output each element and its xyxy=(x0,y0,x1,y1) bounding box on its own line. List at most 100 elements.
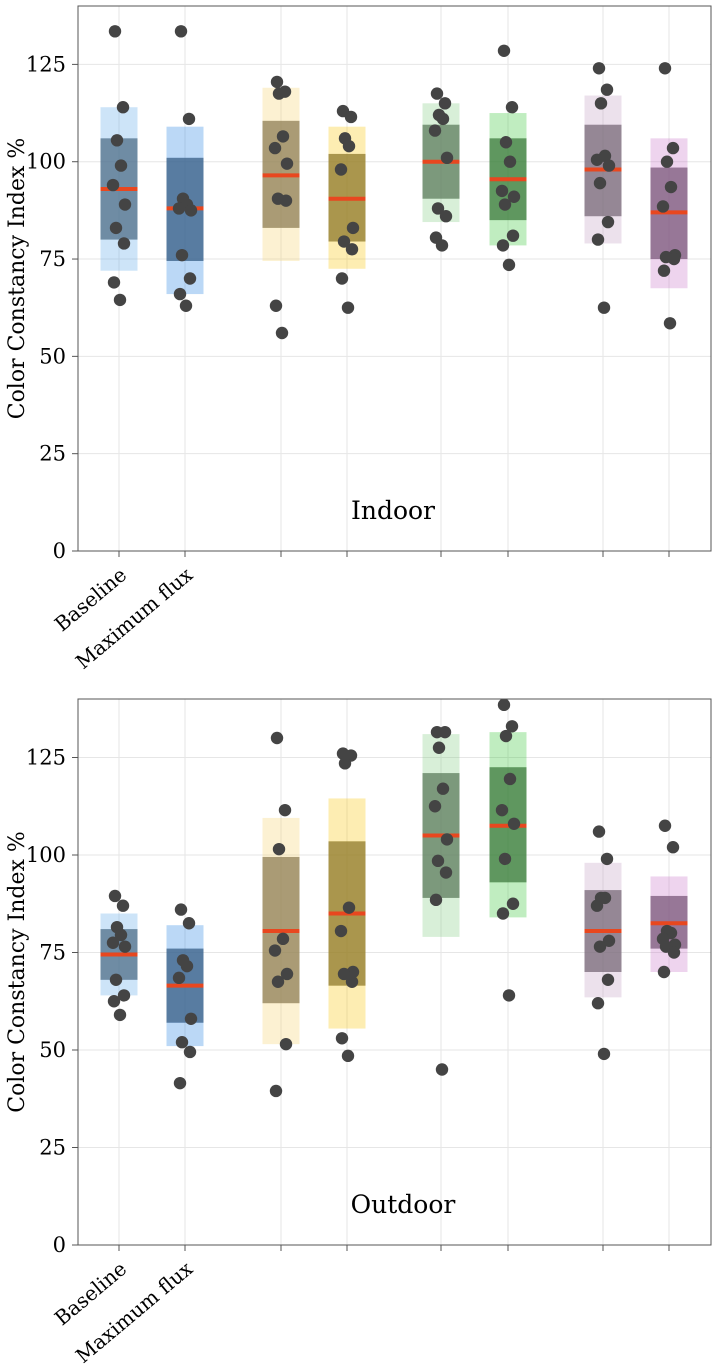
axes-frame xyxy=(77,698,712,1246)
data-point xyxy=(108,889,122,903)
data-point xyxy=(342,901,356,914)
data-point xyxy=(439,210,453,223)
data-point xyxy=(106,178,120,192)
data-point xyxy=(431,202,445,215)
data-point xyxy=(344,110,358,124)
box-group-2 xyxy=(166,25,204,312)
data-point xyxy=(597,1047,611,1061)
data-point xyxy=(601,215,615,229)
data-point xyxy=(667,252,681,266)
data-point xyxy=(496,239,510,252)
data-point xyxy=(184,204,198,217)
data-point xyxy=(270,731,284,745)
box-group-2 xyxy=(166,903,204,1090)
data-point xyxy=(438,725,452,739)
data-point xyxy=(268,141,282,155)
data-point xyxy=(337,235,351,248)
data-point xyxy=(600,83,614,96)
data-point xyxy=(502,258,516,272)
data-point xyxy=(507,190,521,203)
data-point xyxy=(666,841,680,854)
data-point xyxy=(657,965,671,979)
data-point xyxy=(108,25,122,38)
box-group-3 xyxy=(262,731,300,1098)
data-point xyxy=(107,276,121,289)
box-group-7 xyxy=(584,62,622,314)
data-point xyxy=(174,25,188,38)
data-point xyxy=(436,782,450,795)
box-group-8 xyxy=(650,819,688,979)
data-point xyxy=(334,163,348,176)
data-point xyxy=(507,817,521,830)
data-point xyxy=(591,233,605,246)
data-point xyxy=(114,159,128,172)
data-point xyxy=(109,221,123,235)
data-point xyxy=(496,907,510,920)
data-point xyxy=(495,803,509,817)
y-tick-label: 0 xyxy=(53,539,66,563)
y-axis-label: Color Constancy Index % xyxy=(5,831,30,1113)
data-point xyxy=(505,720,519,733)
data-point xyxy=(664,180,678,194)
data-point xyxy=(503,155,517,168)
data-point xyxy=(439,866,453,879)
data-point xyxy=(431,854,445,868)
y-tick-label: 50 xyxy=(39,1038,66,1062)
data-point xyxy=(602,159,616,172)
data-point xyxy=(495,184,509,198)
box-group-4 xyxy=(328,747,366,1063)
y-tick-label: 25 xyxy=(39,1136,66,1160)
data-point xyxy=(506,229,520,242)
data-point xyxy=(272,842,286,856)
y-tick-label: 25 xyxy=(39,442,66,466)
data-point xyxy=(656,200,670,213)
x-tick-label: Maximum flux xyxy=(71,1256,198,1368)
data-point xyxy=(337,967,351,981)
data-point xyxy=(436,112,450,126)
data-point xyxy=(106,936,120,949)
data-point xyxy=(118,198,132,211)
data-point xyxy=(345,243,359,256)
data-point xyxy=(498,852,512,866)
data-point xyxy=(107,995,121,1008)
data-point xyxy=(117,989,131,1002)
data-point xyxy=(666,141,680,155)
y-tick-label: 100 xyxy=(26,843,66,867)
data-point xyxy=(269,1084,283,1098)
data-point xyxy=(506,897,520,910)
data-point xyxy=(592,825,606,838)
data-point xyxy=(598,891,612,905)
box-group-5 xyxy=(422,87,460,252)
data-point xyxy=(269,299,283,312)
data-point xyxy=(183,272,197,285)
data-point xyxy=(497,44,511,57)
data-point xyxy=(502,989,516,1002)
data-point xyxy=(114,928,128,942)
y-tick-label: 100 xyxy=(26,150,66,174)
y-tick-label: 0 xyxy=(53,1233,66,1257)
data-point xyxy=(345,975,359,988)
data-point xyxy=(657,264,671,277)
data-point xyxy=(174,903,188,916)
y-axis-label: Color Constancy Index % xyxy=(5,138,30,420)
data-point xyxy=(179,299,193,312)
data-point xyxy=(335,1032,349,1045)
data-point xyxy=(660,155,674,168)
panel-annotation: Indoor xyxy=(351,496,435,525)
data-point xyxy=(432,741,446,754)
data-point xyxy=(499,136,513,149)
data-point xyxy=(428,800,442,813)
data-point xyxy=(184,1012,198,1025)
data-point xyxy=(173,287,187,301)
data-point xyxy=(116,899,130,912)
data-point xyxy=(183,1045,197,1059)
data-point xyxy=(667,946,681,959)
box-group-6 xyxy=(489,698,527,1002)
data-point xyxy=(663,317,677,330)
axes-frame xyxy=(77,5,712,552)
data-point xyxy=(117,237,131,250)
